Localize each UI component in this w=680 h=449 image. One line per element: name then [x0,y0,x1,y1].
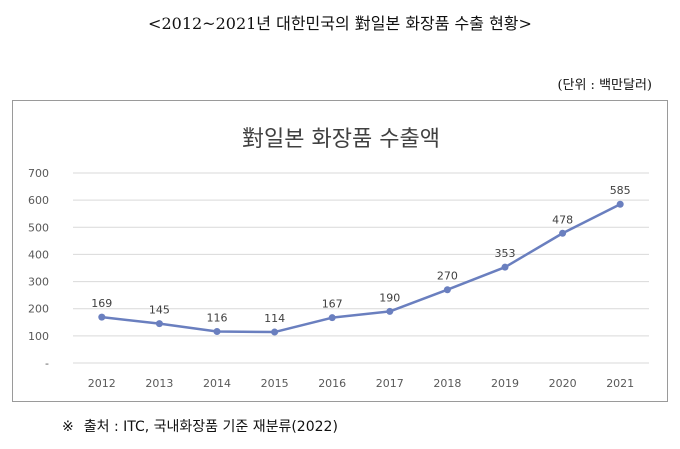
x-tick-label: 2021 [606,377,634,390]
chart-title: 對일본 화장품 수출액 [242,127,440,152]
chart-frame: 對일본 화장품 수출액 - 100 200 300 400 500 600 700 2012 20… [12,100,668,402]
data-label: 478 [552,213,573,226]
y-tick-label: 100 [28,330,49,343]
data-label: 114 [264,312,285,325]
data-label: 585 [610,184,631,197]
y-tick-label: 600 [28,194,49,207]
data-point [98,313,106,321]
x-tick-label: 2019 [491,377,519,390]
series-line [101,203,621,334]
data-point [501,263,509,271]
document-title: <2012~2021년 대한민국의 對일본 화장품 수출 현황> [148,14,532,33]
source-note: ※ 출처 : ITC, 국내화장품 기준 재분류(2022) [62,416,338,436]
data-point [443,286,451,294]
data-point [271,328,279,336]
y-tick-label: 700 [28,167,49,180]
x-tick-label: 2018 [433,377,461,390]
x-tick-label: 2015 [261,377,289,390]
x-tick-label: 2017 [376,377,404,390]
data-label: 353 [495,247,516,260]
x-tick-label: 2014 [203,377,231,390]
x-tick-label: 2012 [88,377,116,390]
data-label: 167 [322,298,343,311]
data-label: 169 [91,297,112,310]
y-tick-label: 300 [28,276,49,289]
data-label: 270 [437,270,458,283]
note-mark: ※ [62,419,74,435]
y-tick-label: 500 [28,221,49,234]
y-tick-label: 200 [28,303,49,316]
data-point [213,328,221,336]
data-label: 145 [149,304,170,317]
y-tick-label: - [45,357,49,370]
x-tick-label: 2020 [549,377,577,390]
data-point [155,320,163,328]
x-tick-label: 2016 [318,377,346,390]
data-point [386,307,394,315]
data-label: 190 [379,291,400,304]
y-tick-label: 400 [28,248,49,261]
data-point [559,229,567,237]
source-text: 출처 : ITC, 국내화장품 기준 재분류(2022) [83,419,338,435]
data-point [328,314,336,322]
x-tick-label: 2013 [145,377,173,390]
data-point [616,200,624,208]
line-chart: 對일본 화장품 수출액 - 100 200 300 400 500 600 700 2012 20… [28,127,649,390]
unit-note: (단위 : 백만달러) [557,78,652,93]
data-label: 116 [207,312,228,325]
